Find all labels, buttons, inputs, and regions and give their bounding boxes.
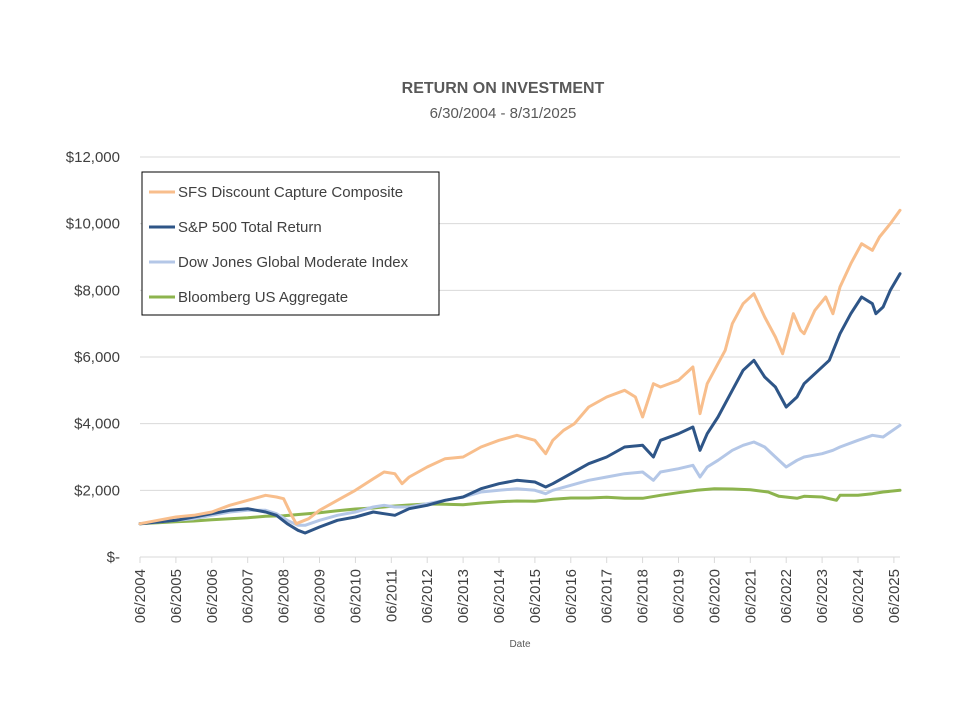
y-tick-label: $10,000 (66, 216, 120, 233)
x-tick-label: 06/2011 (383, 569, 400, 622)
chart-title: RETURN ON INVESTMENT (402, 80, 605, 97)
x-tick-label: 06/2012 (419, 569, 436, 623)
x-tick-label: 06/2016 (563, 569, 580, 623)
x-tick-label: 06/2023 (814, 569, 831, 623)
x-tick-label: 06/2009 (311, 569, 328, 623)
x-tick-label: 06/2020 (706, 569, 723, 623)
legend-label: SFS Discount Capture Composite (178, 184, 403, 201)
y-tick-label: $12,000 (66, 149, 120, 166)
x-tick-label: 06/2024 (850, 569, 867, 623)
y-tick-label: $2,000 (74, 482, 120, 499)
series-line-3 (138, 487, 902, 526)
legend-label: Bloomberg US Aggregate (178, 289, 348, 306)
chart-subtitle: 6/30/2004 - 8/31/2025 (430, 105, 577, 122)
x-tick-label: 06/2013 (455, 569, 472, 623)
x-tick-label: 06/2004 (132, 569, 149, 623)
x-tick-label: 06/2022 (778, 569, 795, 623)
x-tick-label: 06/2021 (742, 569, 759, 623)
x-tick-label: 06/2015 (527, 569, 544, 623)
legend-label: Dow Jones Global Moderate Index (178, 254, 409, 271)
legend-box (141, 171, 440, 316)
series-line-2 (138, 423, 902, 527)
legend-label: S&P 500 Total Return (178, 219, 322, 236)
x-tick-label: 06/2017 (599, 569, 616, 623)
y-tick-label: $4,000 (74, 416, 120, 433)
x-tick-label: 06/2010 (347, 569, 364, 623)
legend: SFS Discount Capture Composite S&P 500 To… (141, 171, 440, 316)
y-tick-label: $6,000 (74, 349, 120, 366)
x-tick-label: 06/2007 (240, 569, 257, 623)
x-tick-label: 06/2006 (204, 569, 221, 623)
series-group (138, 208, 902, 535)
series-line-1 (138, 272, 902, 535)
x-tick-label: 06/2018 (635, 569, 652, 623)
x-axis-label: Date (509, 639, 531, 650)
y-axis: $- $2,000 $4,000 $6,000 $8,000 $10,000 $12,000 (66, 149, 120, 566)
x-tick-label: 06/2019 (670, 569, 687, 623)
series-line-0 (138, 208, 902, 526)
y-tick-label: $8,000 (74, 282, 120, 299)
y-tick-label: $- (107, 549, 120, 566)
x-tick-label: 06/2025 (886, 569, 903, 623)
x-tick-label: 06/2014 (491, 569, 508, 623)
x-axis: 06/2004 06/2005 06/2006 06/2007 06/2008 06/20… (132, 557, 903, 623)
x-tick-label: 06/2008 (276, 569, 293, 623)
x-tick-label: 06/2005 (168, 569, 185, 623)
